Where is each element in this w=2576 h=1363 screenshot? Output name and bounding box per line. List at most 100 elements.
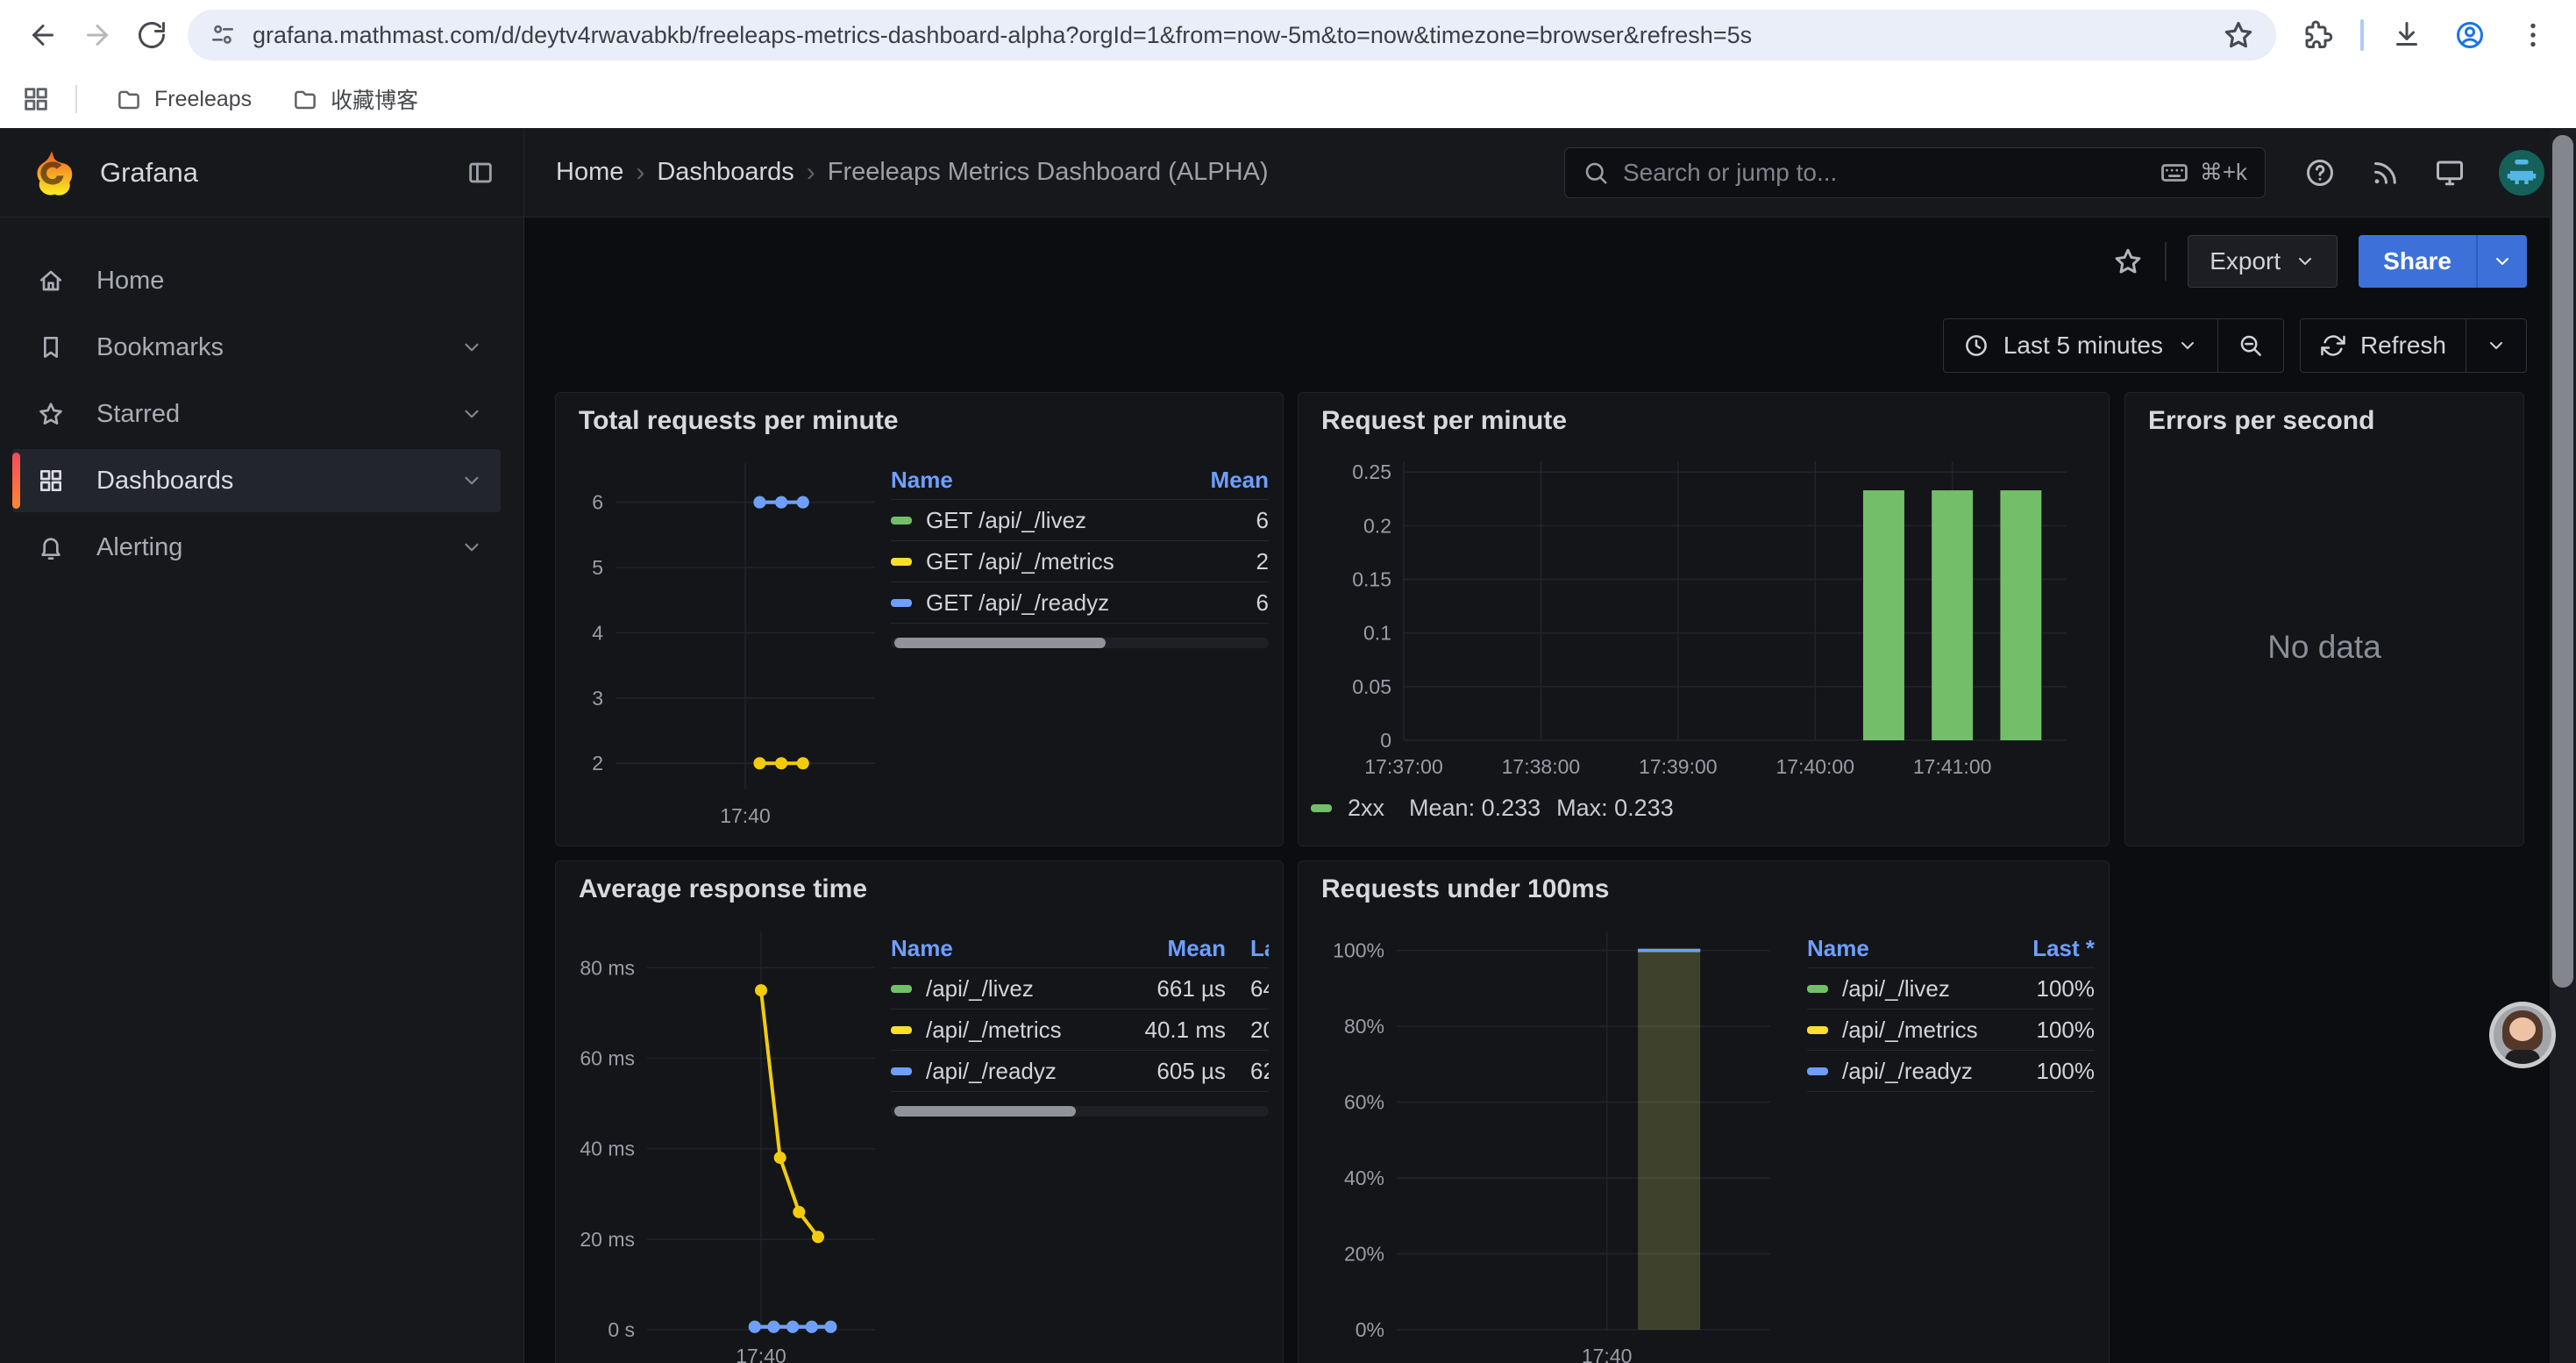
sidebar-item-starred[interactable]: Starred bbox=[12, 382, 501, 446]
legend-col-name[interactable]: Name bbox=[1807, 935, 1869, 961]
scrollbar-thumb[interactable] bbox=[2552, 135, 2573, 988]
bookmark-folder-freeleaps[interactable]: Freeleaps bbox=[102, 79, 266, 119]
panel-title[interactable]: Average response time bbox=[556, 861, 1283, 917]
chevron-down-icon bbox=[2496, 258, 2508, 265]
breadcrumb-dashboards[interactable]: Dashboards bbox=[657, 158, 794, 186]
news-button[interactable] bbox=[2369, 157, 2401, 189]
total-requests-chart[interactable]: 2 3 4 5 6 17:40 bbox=[570, 449, 886, 831]
series-swatch bbox=[891, 1025, 912, 1034]
svg-text:6: 6 bbox=[592, 491, 603, 514]
svg-text:60%: 60% bbox=[1344, 1091, 1384, 1114]
legend-scrollbar[interactable] bbox=[891, 638, 1269, 648]
browser-reload-button[interactable] bbox=[125, 8, 179, 62]
chevron-down-icon[interactable] bbox=[460, 336, 483, 359]
sidebar-item-bookmarks[interactable]: Bookmarks bbox=[12, 316, 501, 379]
legend-col-mean[interactable]: Mean bbox=[1167, 935, 1226, 961]
svg-text:20%: 20% bbox=[1344, 1243, 1384, 1266]
monitor-icon bbox=[2437, 161, 2463, 185]
panel-title[interactable]: Requests under 100ms bbox=[1299, 861, 2109, 917]
bookmark-star-icon[interactable] bbox=[2222, 18, 2255, 52]
export-button[interactable]: Export bbox=[2188, 235, 2338, 288]
series-swatch bbox=[891, 984, 912, 993]
browser-back-button[interactable] bbox=[16, 8, 70, 62]
panel-legend: Name Mean GET /api/_/livez 6 GET /api/_/… bbox=[891, 449, 1269, 831]
share-options-button[interactable] bbox=[2476, 235, 2527, 288]
bookmark-icon bbox=[43, 337, 58, 358]
avg-response-time-chart[interactable]: 0 s 20 ms 40 ms 60 ms 80 ms 17:40 bbox=[570, 917, 886, 1363]
panel-title[interactable]: Errors per second bbox=[2125, 393, 2523, 449]
legend-col-name[interactable]: Name bbox=[891, 935, 953, 961]
svg-text:4: 4 bbox=[592, 621, 603, 644]
svg-text:17:39:00: 17:39:00 bbox=[1639, 755, 1718, 778]
search-input[interactable]: Search or jump to... ⌘+k bbox=[1564, 146, 2266, 198]
help-button[interactable] bbox=[2304, 157, 2336, 189]
sidebar-item-home[interactable]: Home bbox=[12, 249, 501, 312]
address-bar[interactable]: grafana.mathmast.com/d/deytv4rwavabkb/fr… bbox=[188, 10, 2276, 61]
browser-forward-button[interactable] bbox=[70, 8, 125, 62]
chevron-down-icon[interactable] bbox=[460, 536, 483, 559]
sidebar-collapse-button[interactable] bbox=[466, 158, 495, 188]
page-scrollbar[interactable] bbox=[2550, 128, 2576, 1363]
panel-left-icon bbox=[469, 162, 492, 182]
legend-row: /api/_/metrics 40.1 ms 20.5 ms bbox=[891, 1010, 1269, 1051]
request-per-minute-chart[interactable]: 0 0.05 0.1 0.15 0.2 0.25 17:37:00 17:38:00 17:39… bbox=[1299, 449, 2109, 786]
downloads-button[interactable] bbox=[2380, 8, 2434, 62]
svg-text:17:40: 17:40 bbox=[1582, 1345, 1633, 1363]
chevron-down-icon[interactable] bbox=[460, 403, 483, 425]
browser-menu-button[interactable] bbox=[2506, 8, 2560, 62]
reload-icon bbox=[139, 22, 165, 49]
refresh-interval-button[interactable] bbox=[2466, 319, 2526, 372]
time-range-picker[interactable]: Last 5 minutes bbox=[1944, 319, 2217, 372]
chevron-down-icon bbox=[2181, 342, 2194, 349]
chevron-down-icon[interactable] bbox=[460, 469, 483, 492]
zoom-out-time-button[interactable] bbox=[2217, 319, 2283, 372]
legend-col-mean[interactable]: Mean bbox=[1210, 467, 1269, 493]
arrow-right-icon bbox=[87, 25, 108, 46]
floating-assistant-avatar[interactable] bbox=[2489, 1002, 2556, 1068]
panel-request-per-minute: Request per minute 0 0.05 0.1 0.15 0.2 0.25 17… bbox=[1298, 392, 2110, 846]
panel-title[interactable]: Request per minute bbox=[1299, 393, 2109, 449]
legend-series-name[interactable]: 2xx bbox=[1348, 795, 1385, 821]
favorite-dashboard-button[interactable] bbox=[2112, 246, 2144, 277]
apps-shortcut-button[interactable] bbox=[21, 84, 51, 114]
sidebar-item-dashboards[interactable]: Dashboards bbox=[12, 449, 501, 512]
svg-text:40%: 40% bbox=[1344, 1167, 1384, 1189]
requests-under-100ms-chart[interactable]: 0% 20% 40% 60% 80% 100% 17:40 bbox=[1313, 917, 1786, 1363]
extensions-button[interactable] bbox=[2290, 8, 2345, 62]
kiosk-mode-button[interactable] bbox=[2434, 157, 2466, 189]
svg-text:20 ms: 20 ms bbox=[580, 1228, 635, 1251]
sidebar-item-alerting[interactable]: Alerting bbox=[12, 516, 501, 579]
legend-scrollbar[interactable] bbox=[891, 1106, 1269, 1117]
legend-row: GET /api/_/livez 6 bbox=[891, 500, 1269, 541]
svg-text:2: 2 bbox=[592, 752, 603, 774]
legend-col-name[interactable]: Name bbox=[891, 467, 953, 493]
legend-col-last[interactable]: Last bbox=[1250, 935, 1269, 961]
user-avatar[interactable] bbox=[2499, 149, 2544, 196]
panel-avg-response-time: Average response time 0 s 20 ms 40 ms 60 ms… bbox=[555, 860, 1284, 1363]
assistant-avatar-image bbox=[2494, 1006, 2551, 1064]
svg-text:60 ms: 60 ms bbox=[580, 1046, 635, 1069]
browser-profile-button[interactable] bbox=[2443, 8, 2497, 62]
share-button[interactable]: Share bbox=[2359, 235, 2476, 288]
legend-col-last[interactable]: Last * bbox=[2032, 935, 2095, 961]
svg-text:0: 0 bbox=[1380, 729, 1391, 752]
kebab-menu-icon bbox=[2530, 23, 2536, 47]
svg-text:17:37:00: 17:37:00 bbox=[1364, 755, 1443, 778]
dashboard-header-row: Export Share bbox=[524, 218, 2576, 305]
panel-title[interactable]: Total requests per minute bbox=[556, 393, 1283, 449]
scrollbar-thumb[interactable] bbox=[894, 638, 1107, 648]
bookmark-folder-blogs[interactable]: 收藏博客 bbox=[278, 76, 432, 122]
breadcrumb-home[interactable]: Home bbox=[556, 158, 624, 186]
header-divider bbox=[2165, 242, 2167, 281]
panel-legend: 2xx Mean: 0.233 Max: 0.233 bbox=[1299, 786, 2109, 822]
scrollbar-thumb[interactable] bbox=[894, 1106, 1076, 1117]
refresh-button[interactable]: Refresh bbox=[2301, 319, 2466, 372]
svg-text:17:40: 17:40 bbox=[720, 804, 771, 827]
series-swatch bbox=[1807, 1025, 1828, 1034]
panel-legend: Name Mean Last /api/_/livez 661 µs 646 µ… bbox=[891, 917, 1269, 1363]
site-settings-icon[interactable] bbox=[209, 21, 237, 49]
url-text[interactable]: grafana.mathmast.com/d/deytv4rwavabkb/fr… bbox=[253, 21, 1753, 48]
svg-text:17:38:00: 17:38:00 bbox=[1502, 755, 1581, 778]
home-icon bbox=[40, 270, 61, 291]
